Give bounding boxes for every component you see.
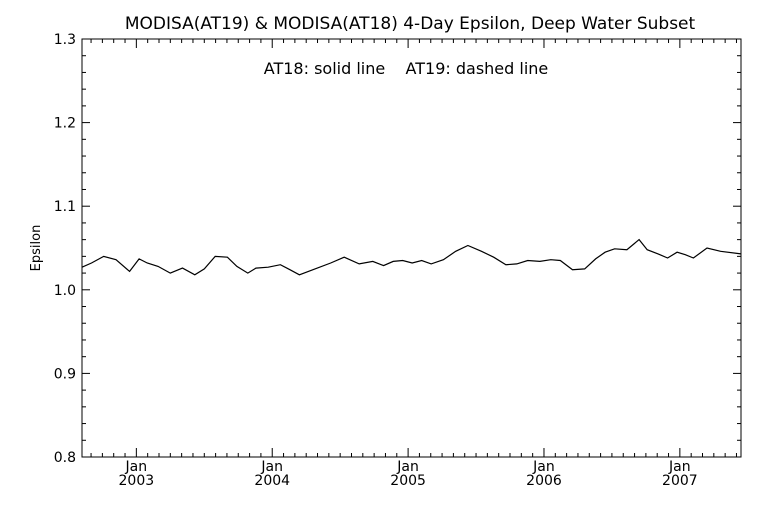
line-style-note: AT18: solid line AT19: dashed line bbox=[264, 59, 549, 78]
x-tick-year: 2004 bbox=[254, 473, 290, 489]
x-tick-year: 2006 bbox=[526, 473, 562, 489]
y-tick-label: 1.1 bbox=[54, 199, 76, 215]
x-tick-year: 2005 bbox=[390, 473, 426, 489]
x-tick-month: Jan bbox=[668, 459, 691, 475]
x-tick-month: Jan bbox=[125, 459, 148, 475]
y-tick-label: 0.9 bbox=[54, 366, 76, 382]
x-tick-month: Jan bbox=[532, 459, 555, 475]
x-tick-month: Jan bbox=[260, 459, 283, 475]
y-tick-label: 0.8 bbox=[54, 450, 76, 466]
y-axis-ticks: 0.8 0.9 1.0 1.1 1.2 1.3 bbox=[54, 32, 741, 466]
y-tick-label: 1.2 bbox=[54, 116, 76, 132]
x-tick-year: 2003 bbox=[119, 473, 155, 489]
x-tick-year: 2007 bbox=[662, 473, 698, 489]
y-axis-label: Epsilon bbox=[29, 225, 44, 272]
series-line-at18 bbox=[81, 238, 742, 276]
x-tick-month: Jan bbox=[396, 459, 419, 475]
series-group bbox=[81, 238, 742, 276]
y-tick-label: 1.3 bbox=[54, 32, 76, 48]
chart-title: MODISA(AT19) & MODISA(AT18) 4-Day Epsilo… bbox=[125, 14, 696, 34]
plot-frame bbox=[81, 38, 742, 458]
y-tick-label: 1.0 bbox=[54, 283, 76, 299]
